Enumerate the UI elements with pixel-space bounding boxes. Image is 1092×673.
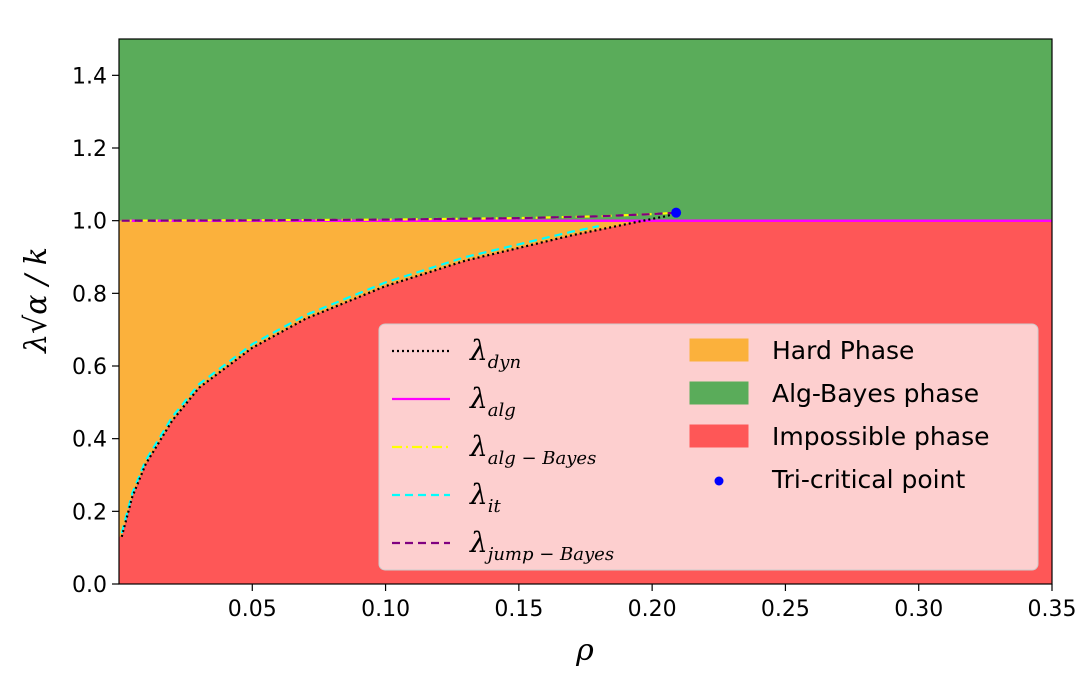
legend-lambda: λ	[469, 430, 488, 463]
y-tick-label: 0.2	[72, 500, 107, 525]
y-axis-label: λ√α / k	[19, 247, 54, 354]
legend-region-label: Impossible phase	[772, 422, 989, 451]
critical-points	[671, 207, 682, 218]
x-axis-label: ρ	[575, 633, 594, 668]
series-line-it	[120, 225, 600, 534]
y-tick-label: 0.4	[72, 428, 107, 453]
legend-series-label: λjump − Bayes	[469, 526, 614, 565]
legend-series-label: λdyn	[469, 334, 521, 373]
legend-subscript: alg	[488, 400, 516, 421]
legend-region-swatch	[689, 424, 749, 448]
legend-point-marker	[714, 476, 724, 486]
legend-lambda: λ	[469, 526, 488, 559]
series-line-jump-bayes	[121, 211, 677, 222]
x-tick-label: 0.30	[894, 597, 943, 622]
y-tick-label: 0.8	[72, 282, 107, 307]
plot-frame	[118, 38, 1053, 585]
x-tick-label: 0.35	[1028, 597, 1077, 622]
legend-region-label: Alg-Bayes phase	[772, 379, 979, 408]
legend-subscript: jump − Bayes	[484, 544, 614, 565]
series-lines	[120, 211, 1052, 538]
legend-series-label: λit	[469, 478, 502, 517]
legend-region-swatch	[689, 381, 749, 405]
y-tick-label: 1.4	[72, 64, 107, 89]
legend-point-label: Tri-critical point	[771, 465, 965, 494]
x-tick-label: 0.05	[228, 597, 277, 622]
legend-lambda: λ	[469, 334, 488, 367]
legend-region-label: Hard Phase	[772, 336, 914, 365]
y-axis-ticks: 0.0 0.2 0.4 0.6 0.8 1.0 1.2 1.4	[72, 64, 119, 598]
y-tick-label: 1.2	[72, 137, 107, 162]
x-tick-label: 0.10	[361, 597, 410, 622]
y-tick-label: 1.0	[72, 210, 107, 235]
x-tick-label: 0.20	[628, 597, 677, 622]
legend-lambda: λ	[469, 382, 488, 415]
legend-region-entries: Hard Phase Alg-Bayes phase Impossible phas…	[689, 336, 989, 494]
hard-phase-region	[119, 220, 642, 537]
legend-subscript: it	[488, 496, 502, 517]
legend-subscript: dyn	[488, 352, 521, 373]
x-tick-label: 0.15	[494, 597, 543, 622]
tri-critical-point	[671, 207, 682, 218]
legend-series-label: λalg − Bayes	[469, 430, 596, 469]
y-tick-label: 0.0	[72, 573, 107, 598]
x-tick-label: 0.25	[761, 597, 810, 622]
legend-series-label: λalg	[469, 382, 516, 421]
y-tick-label: 0.6	[72, 355, 107, 380]
legend-region-swatch	[689, 338, 749, 362]
legend-subscript: alg − Bayes	[488, 448, 597, 469]
legend-lambda: λ	[469, 478, 488, 511]
x-axis-ticks: 0.05 0.10 0.15 0.20 0.25 0.30 0.35	[228, 584, 1077, 622]
